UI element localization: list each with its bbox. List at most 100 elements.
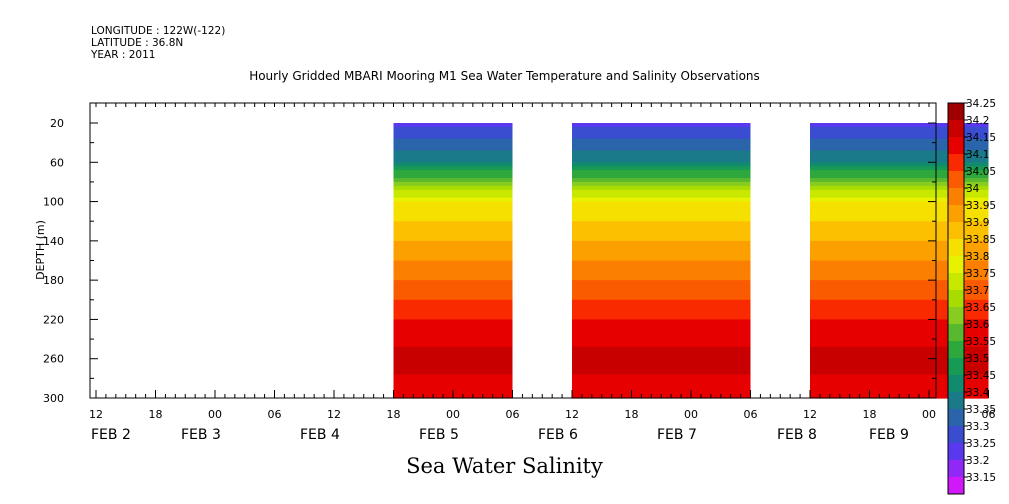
salinity-band xyxy=(393,193,513,199)
day-label: FEB 2 xyxy=(91,427,131,443)
colorbar-label: 33.8 xyxy=(966,251,989,263)
salinity-band xyxy=(393,264,513,269)
salinity-band xyxy=(572,291,751,297)
salinity-band xyxy=(810,295,989,301)
salinity-band xyxy=(810,130,989,136)
salinity-band xyxy=(393,354,513,360)
salinity-band xyxy=(393,276,513,281)
salinity-band xyxy=(810,362,989,368)
salinity-band xyxy=(572,327,751,332)
x-tick-label: 00 xyxy=(446,408,460,421)
salinity-band xyxy=(572,390,751,395)
salinity-band xyxy=(572,299,751,305)
colorbar-swatch xyxy=(948,460,964,477)
colorbar-swatch xyxy=(948,103,964,120)
salinity-band xyxy=(572,170,751,175)
salinity-band xyxy=(393,335,513,340)
salinity-band xyxy=(393,331,513,336)
longitude-label: LONGITUDE : 122W(-122) xyxy=(91,25,226,37)
salinity-band xyxy=(572,162,751,167)
salinity-band xyxy=(572,229,751,234)
salinity-band xyxy=(810,142,989,148)
salinity-band xyxy=(810,123,989,128)
colorbar-label: 33.5 xyxy=(966,353,989,365)
salinity-band xyxy=(393,378,513,383)
salinity-band xyxy=(393,205,513,211)
colorbar-swatch xyxy=(948,341,964,358)
salinity-band xyxy=(393,358,513,364)
salinity-band xyxy=(810,248,989,254)
salinity-band xyxy=(393,295,513,301)
salinity-band xyxy=(810,291,989,297)
salinity-band xyxy=(572,252,751,258)
salinity-band xyxy=(810,378,989,383)
x-tick-label: 00 xyxy=(208,408,222,421)
salinity-band xyxy=(810,315,989,321)
salinity-band xyxy=(393,339,513,344)
salinity-band xyxy=(810,358,989,364)
salinity-band xyxy=(572,335,751,340)
salinity-band xyxy=(393,299,513,305)
salinity-band xyxy=(393,366,513,372)
salinity-band xyxy=(572,295,751,301)
colorbar-swatch xyxy=(948,154,964,171)
x-tick-label: 06 xyxy=(268,408,282,421)
salinity-band xyxy=(572,123,751,128)
salinity-band xyxy=(393,178,513,183)
salinity-band xyxy=(393,217,513,222)
salinity-band xyxy=(810,229,989,234)
colorbar-swatch xyxy=(948,273,964,290)
colorbar-swatch xyxy=(948,137,964,154)
salinity-band xyxy=(572,358,751,364)
salinity-band xyxy=(810,354,989,360)
day-label: FEB 8 xyxy=(777,427,817,443)
y-tick-label: 180 xyxy=(43,274,64,287)
salinity-band xyxy=(393,123,513,128)
salinity-band xyxy=(393,244,513,250)
salinity-band xyxy=(393,146,513,152)
salinity-band xyxy=(393,362,513,368)
colorbar-label: 33.9 xyxy=(966,217,989,229)
day-label: FEB 3 xyxy=(181,427,221,443)
salinity-band xyxy=(393,170,513,175)
salinity-band xyxy=(572,260,751,266)
salinity-band xyxy=(810,335,989,340)
salinity-band xyxy=(810,366,989,372)
colorbar-label: 33.45 xyxy=(966,370,996,382)
salinity-band xyxy=(572,185,751,191)
day-label: FEB 4 xyxy=(300,427,340,443)
salinity-band xyxy=(810,331,989,336)
salinity-band xyxy=(810,268,989,273)
salinity-band xyxy=(810,252,989,258)
salinity-band xyxy=(393,386,513,391)
colorbar-label: 33.2 xyxy=(966,455,989,467)
salinity-band xyxy=(572,248,751,254)
colorbar-swatch xyxy=(948,324,964,341)
salinity-band xyxy=(393,209,513,214)
salinity-band xyxy=(393,327,513,332)
salinity-band xyxy=(393,154,513,159)
salinity-band xyxy=(393,374,513,379)
colorbar-swatch xyxy=(948,171,964,188)
salinity-band xyxy=(572,339,751,344)
salinity-band xyxy=(572,146,751,152)
colorbar-swatch xyxy=(948,409,964,426)
salinity-band xyxy=(572,233,751,238)
colorbar-label: 33.75 xyxy=(966,268,996,280)
salinity-band xyxy=(572,205,751,211)
salinity-band xyxy=(393,201,513,207)
x-tick-label: 06 xyxy=(982,408,996,421)
colorbar-swatch xyxy=(948,239,964,256)
salinity-band xyxy=(810,390,989,395)
salinity-band xyxy=(572,225,751,230)
salinity-band xyxy=(572,382,751,387)
colorbar-swatch xyxy=(948,426,964,443)
salinity-band xyxy=(393,350,513,356)
salinity-band xyxy=(393,315,513,321)
salinity-band xyxy=(572,181,751,187)
colorbar-label: 33.6 xyxy=(966,319,990,331)
salinity-band xyxy=(393,126,513,132)
salinity-band xyxy=(572,264,751,269)
salinity-band xyxy=(572,126,751,132)
colorbar-label: 34.2 xyxy=(966,115,989,127)
